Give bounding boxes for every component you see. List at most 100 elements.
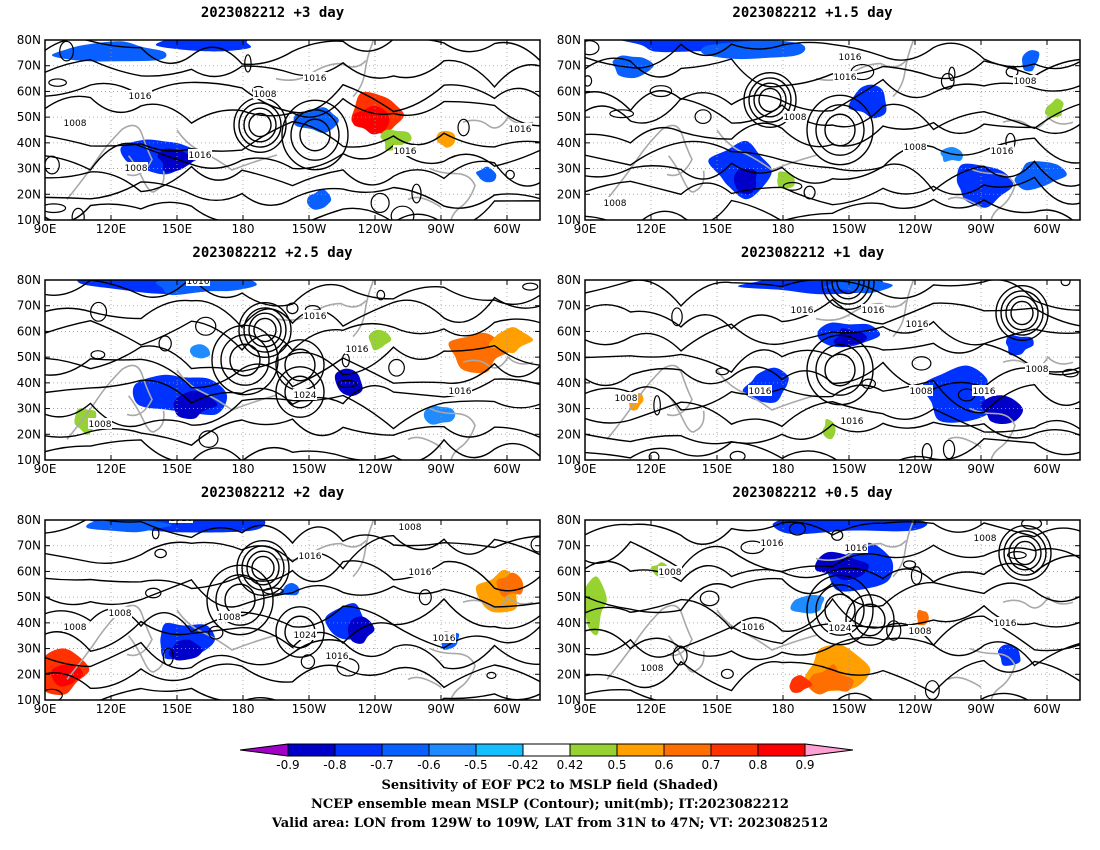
longitude-label: 180 — [772, 702, 795, 716]
map-body: 1016 1008 1016 1016 1008 1024 1016 1016 1008 1008 — [45, 520, 540, 700]
closed-isobar — [815, 344, 865, 396]
isobar-contour — [45, 58, 540, 88]
closed-isobar — [694, 109, 712, 125]
longitude-label: 90W — [967, 462, 994, 476]
isobar-contour — [45, 357, 540, 389]
closed-isobar — [921, 443, 933, 460]
closed-isobar — [1013, 540, 1037, 566]
isobar-contour — [45, 81, 540, 114]
svg-text:1016: 1016 — [299, 552, 322, 562]
svg-text:1016: 1016 — [841, 417, 864, 427]
contour-label: 1008 — [614, 392, 638, 404]
coastline — [969, 647, 1016, 700]
closed-isobar — [648, 451, 660, 460]
isobar-contour — [45, 280, 540, 307]
contour-label: 1016 — [393, 145, 417, 157]
isobar-contour — [585, 577, 1080, 614]
contour-label: 1016 — [325, 650, 349, 662]
colorbar-swatch — [334, 743, 383, 757]
closed-isobar — [806, 574, 874, 646]
closed-isobar — [290, 109, 340, 161]
map-background — [45, 40, 540, 220]
map-frame — [44, 39, 541, 221]
closed-isobar — [753, 82, 787, 118]
colorbar-extend-min — [240, 743, 289, 757]
longitude-label: 120W — [898, 462, 933, 476]
isobar-contour — [45, 579, 540, 608]
svg-text:1016: 1016 — [433, 634, 456, 644]
longitude-label: 120W — [358, 702, 393, 716]
svg-text:1016: 1016 — [991, 147, 1014, 157]
contour-label: 1016 — [186, 277, 210, 287]
sensitivity-shade — [155, 280, 257, 296]
contour-label: 1016 — [670, 27, 694, 39]
isobar-contour — [585, 400, 1080, 433]
contour-label: 1016 — [432, 632, 456, 644]
latitude-label: 40N — [557, 616, 581, 630]
closed-isobar — [206, 564, 274, 636]
caption-contour: NCEP ensemble mean MSLP (Contour); unit(… — [311, 797, 789, 812]
longitude-label: 60W — [1033, 222, 1060, 236]
closed-isobar — [806, 94, 874, 166]
map-frame — [44, 279, 541, 461]
svg-text:1016: 1016 — [742, 623, 765, 633]
closed-isobar — [653, 395, 661, 416]
contour-label: 1008 — [603, 197, 627, 209]
longitude-label: 120E — [636, 462, 667, 476]
closed-isobar — [815, 104, 865, 156]
contour-label: 1016 — [990, 145, 1014, 157]
colorbar-swatch — [710, 743, 759, 757]
closed-isobar — [910, 566, 923, 585]
isobar-contour — [45, 95, 540, 127]
closed-isobar — [145, 587, 162, 599]
latitude-label: 60N — [17, 84, 41, 98]
coastline — [947, 676, 982, 689]
svg-text:1008: 1008 — [615, 394, 638, 404]
closed-isobar — [1010, 300, 1034, 326]
map-panel-plus-0-5-day: 2023082212 +0.5 day 1016 1016 1008 1008 1016… — [540, 480, 1085, 720]
closed-isobar — [831, 280, 865, 300]
isobar-contour — [585, 176, 1080, 206]
sensitivity-shade — [352, 105, 390, 135]
closed-isobar — [948, 66, 956, 82]
latitude-label: 30N — [557, 162, 581, 176]
closed-isobar — [649, 85, 673, 98]
svg-text:1016: 1016 — [791, 306, 814, 316]
coastline — [352, 280, 374, 338]
latitude-label: 10N — [557, 213, 581, 227]
isobar-contour — [585, 659, 1080, 694]
closed-isobar — [671, 307, 683, 327]
latitude-label: 50N — [17, 350, 41, 364]
coastline — [969, 407, 1016, 460]
sensitivity-shade — [848, 84, 887, 119]
svg-text:1016: 1016 — [187, 277, 210, 287]
colorbar-tick-label: 0.8 — [748, 758, 767, 772]
closed-isobar — [244, 54, 252, 73]
latitude-label: 30N — [557, 402, 581, 416]
isobar-contour — [585, 57, 1080, 88]
closed-isobar — [390, 205, 415, 220]
colorbar-tick-label: 0.7 — [701, 758, 720, 772]
closed-isobar — [748, 77, 792, 123]
closed-isobar — [411, 183, 422, 204]
latitude-label: 10N — [557, 693, 581, 707]
svg-text:1016: 1016 — [862, 306, 885, 316]
closed-isobar — [45, 155, 60, 175]
coastline — [892, 40, 914, 98]
contour-label: 1016 — [840, 415, 864, 427]
colorbar-swatch — [569, 743, 618, 757]
isobar-contour — [45, 296, 540, 329]
closed-isobar — [788, 522, 807, 536]
longitude-label: 90E — [34, 702, 57, 716]
contour-label: 1016 — [741, 621, 765, 633]
isobar-contour — [45, 534, 540, 570]
contour-label: 1016 — [508, 123, 532, 135]
latitude-label: 20N — [17, 427, 41, 441]
sensitivity-shade — [488, 327, 534, 354]
colorbar-swatch — [287, 743, 336, 757]
panel-title: 2023082212 +1.5 day — [732, 5, 893, 21]
contour-label: 1008 — [253, 88, 277, 100]
isobar-contour — [585, 421, 1080, 445]
svg-text:1024: 1024 — [294, 631, 317, 641]
isobar-contour — [45, 418, 540, 446]
